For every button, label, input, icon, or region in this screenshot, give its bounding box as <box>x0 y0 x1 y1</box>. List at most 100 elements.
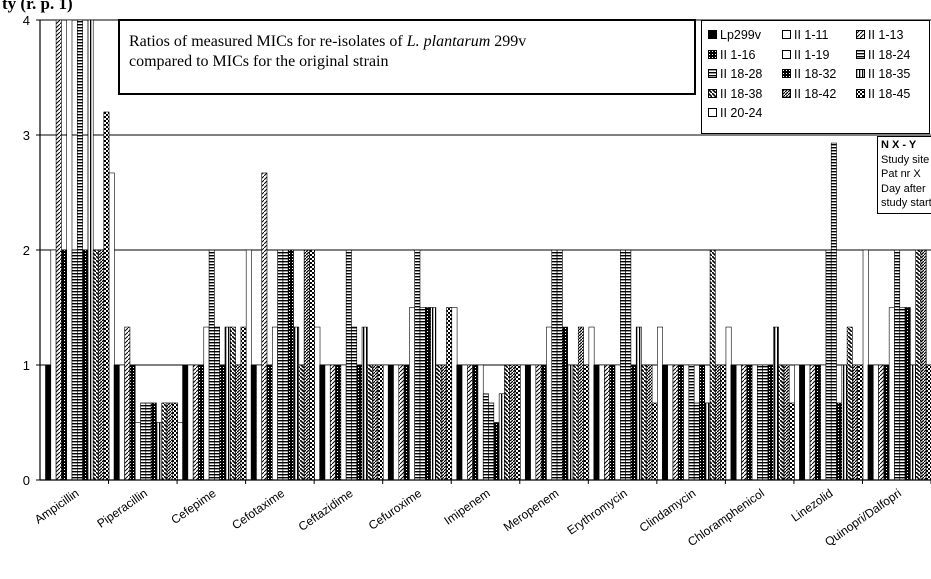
bar <box>735 364 742 481</box>
legend-item: II 20-24 <box>708 105 762 121</box>
bar <box>894 249 901 481</box>
bar <box>815 364 821 481</box>
bar <box>113 364 120 481</box>
bar <box>488 402 495 481</box>
bar <box>683 364 690 481</box>
bar <box>598 364 605 481</box>
legend-swatch <box>856 69 865 79</box>
legend-item: II 18-24 <box>856 47 910 63</box>
x-tick-label: Erythromycin <box>564 486 629 538</box>
bar <box>71 249 78 481</box>
bar <box>730 364 737 481</box>
legend-item: II 18-32 <box>782 66 836 82</box>
legend-swatch <box>856 49 865 59</box>
bar <box>61 249 68 481</box>
legend-item: II 18-28 <box>708 66 762 82</box>
bar <box>862 249 869 481</box>
bar <box>277 249 284 481</box>
bar <box>266 364 273 481</box>
bar <box>836 402 843 481</box>
bar <box>520 364 526 481</box>
bar <box>762 364 769 481</box>
bar <box>440 364 447 481</box>
bar <box>482 393 489 481</box>
bar <box>329 364 336 481</box>
bar <box>50 249 57 481</box>
bar <box>377 364 384 481</box>
bar <box>103 111 110 481</box>
bar <box>82 249 89 481</box>
bar <box>720 364 727 481</box>
bar <box>293 326 300 481</box>
bar <box>166 402 173 481</box>
bar <box>841 364 848 481</box>
chart-title-strain: 299v <box>490 33 527 50</box>
bar <box>630 364 637 481</box>
bar <box>424 307 431 481</box>
bar <box>161 402 168 481</box>
legend-swatch <box>856 88 865 98</box>
legend-item: Lp299v <box>708 27 761 43</box>
bar <box>530 364 537 481</box>
bar <box>203 326 210 481</box>
bar <box>250 364 257 481</box>
legend-swatch <box>708 69 717 79</box>
bar <box>314 326 321 481</box>
bar <box>699 364 706 481</box>
bar <box>577 326 584 481</box>
bar <box>387 364 394 481</box>
bar <box>77 19 83 481</box>
bar <box>514 364 521 481</box>
bar <box>888 307 895 481</box>
legend-label: II 20-24 <box>720 106 763 120</box>
chart-title: Ratios of measured MICs for re-isolates … <box>118 19 696 95</box>
bar <box>409 307 415 481</box>
bar <box>757 364 763 481</box>
bar <box>393 364 400 481</box>
bar <box>382 364 389 481</box>
bar <box>867 364 874 481</box>
bar <box>778 364 785 481</box>
bar <box>677 364 684 481</box>
key-line: Pat nr X <box>881 168 921 180</box>
bar <box>240 326 247 481</box>
legend-item: II 1-11 <box>782 27 829 43</box>
bar <box>419 307 426 481</box>
legend-label: II 18-38 <box>720 86 763 101</box>
bar <box>672 364 679 481</box>
bar <box>214 326 220 481</box>
legend-label: II 1-13 <box>868 28 904 42</box>
y-tick-label: 1 <box>23 358 30 373</box>
bar <box>361 326 368 481</box>
bar <box>229 326 236 481</box>
bar <box>651 402 658 481</box>
bar <box>66 19 73 481</box>
bar <box>846 326 853 481</box>
bar <box>435 364 442 481</box>
bar <box>55 19 62 481</box>
legend-label: II 18-45 <box>868 86 911 101</box>
bar <box>872 364 879 481</box>
bar <box>524 364 531 481</box>
legend-swatch <box>708 30 717 40</box>
bar <box>414 249 421 481</box>
bar <box>625 249 632 481</box>
bar <box>87 19 94 481</box>
bar <box>794 364 801 481</box>
legend-item: II 18-35 <box>856 66 910 82</box>
bar <box>572 364 579 481</box>
key-heading: N X - Y <box>881 139 917 151</box>
bar <box>567 364 574 481</box>
legend-label: II 18-28 <box>720 67 763 81</box>
bar <box>134 422 141 481</box>
bar <box>535 364 542 481</box>
legend-swatch <box>782 30 791 40</box>
bar <box>477 364 484 481</box>
bar <box>172 402 178 481</box>
x-tick-label: Meropenem <box>501 486 561 534</box>
bar <box>446 307 453 481</box>
bar <box>646 364 653 481</box>
chart-title-species: L. plantarum <box>406 33 491 50</box>
bar <box>509 364 516 481</box>
key-line: Day after <box>881 182 926 195</box>
